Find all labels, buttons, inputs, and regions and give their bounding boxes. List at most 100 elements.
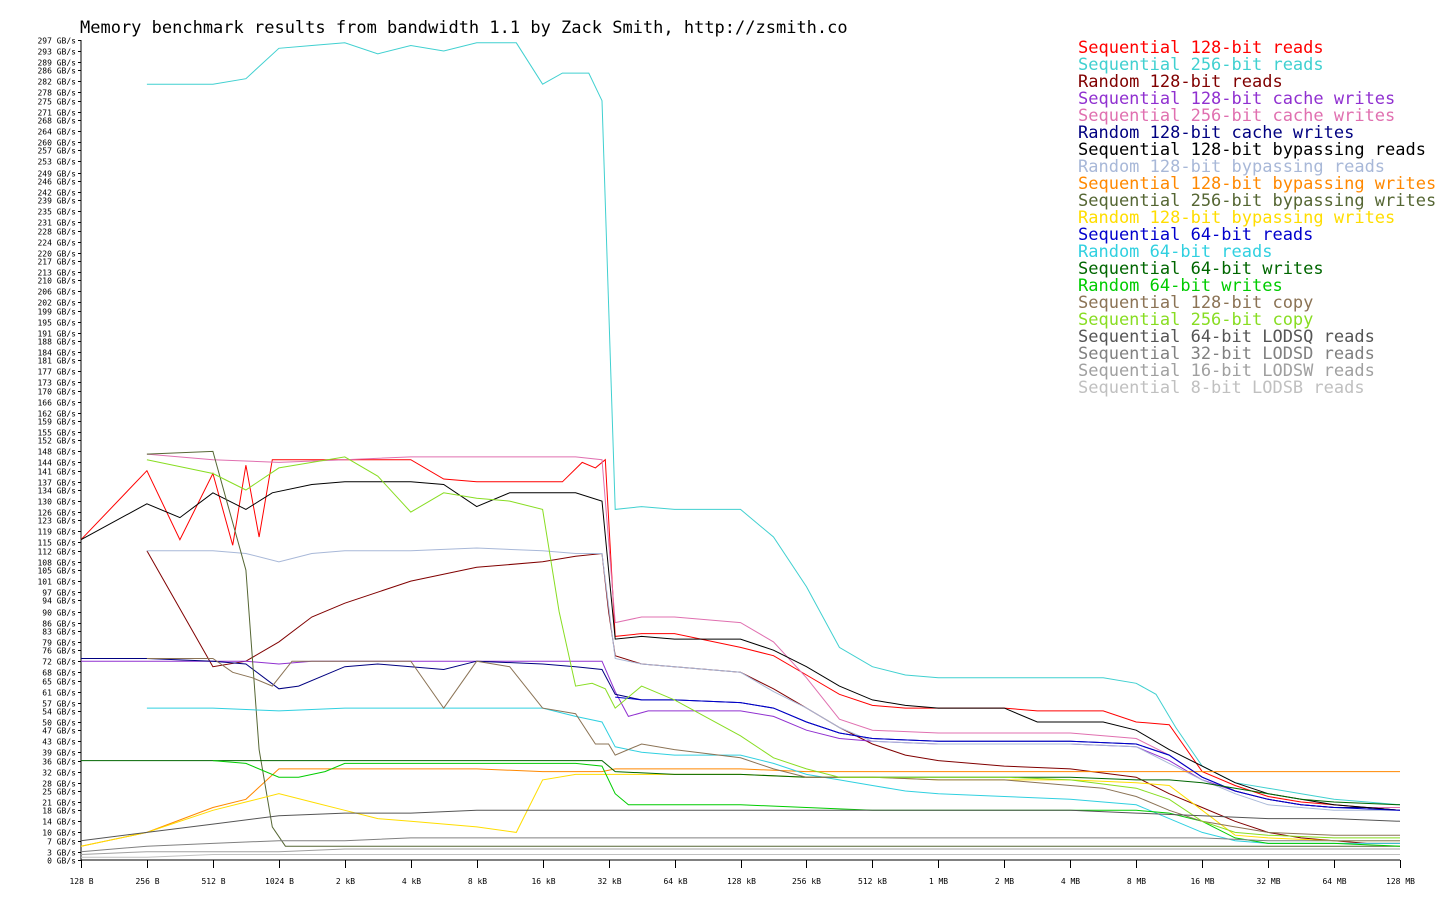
series-line	[146, 453, 1400, 808]
y-tick-label: 188 GB/s	[37, 338, 76, 347]
y-tick-label: 25 GB/s	[42, 788, 76, 797]
y-tick-label: 14 GB/s	[42, 818, 76, 827]
y-tick-label: 10 GB/s	[42, 829, 76, 838]
y-tick-label: 43 GB/s	[42, 738, 76, 747]
legend-entry: Random 128-bit bypassing reads	[1078, 157, 1385, 177]
series-line	[80, 837, 1400, 853]
y-tick-label: 148 GB/s	[37, 448, 76, 457]
legend-entry: Sequential 64-bit reads	[1078, 225, 1313, 245]
y-tick-label: 94 GB/s	[42, 597, 76, 606]
y-tick-label: 28 GB/s	[42, 780, 76, 789]
x-tick-label: 128 kB	[727, 877, 756, 886]
y-tick-label: 239 GB/s	[37, 197, 76, 206]
series-line	[146, 547, 1400, 811]
y-tick-label: 184 GB/s	[37, 349, 76, 358]
y-tick-label: 61 GB/s	[42, 689, 76, 698]
x-tick-label: 16 MB	[1190, 877, 1214, 886]
series-line	[80, 458, 1401, 811]
y-tick-label: 210 GB/s	[37, 277, 76, 286]
y-tick-label: 112 GB/s	[37, 548, 76, 557]
series-line	[146, 658, 1400, 836]
x-tick-label: 32 kB	[597, 877, 621, 886]
legend-entry: Sequential 128-bit copy	[1078, 293, 1313, 313]
y-tick-label: 257 GB/s	[37, 147, 76, 156]
y-tick-label: 47 GB/s	[42, 727, 76, 736]
y-tick-label: 177 GB/s	[37, 368, 76, 377]
series-line	[615, 696, 1401, 811]
x-tick-label: 1 MB	[929, 877, 948, 886]
legend-entry: Random 64-bit reads	[1078, 242, 1272, 262]
series-line	[81, 760, 1401, 806]
y-tick-label: 36 GB/s	[42, 758, 76, 767]
series-line	[80, 481, 1401, 811]
series-line	[146, 456, 1400, 839]
y-tick-label: 213 GB/s	[37, 269, 76, 278]
y-tick-label: 72 GB/s	[42, 658, 76, 667]
y-tick-label: 115 GB/s	[37, 539, 76, 548]
x-tick-label: 64 MB	[1322, 877, 1346, 886]
series-line	[81, 854, 1400, 858]
y-tick-label: 246 GB/s	[37, 178, 76, 187]
y-tick-label: 264 GB/s	[37, 128, 76, 137]
y-tick-label: 90 GB/s	[42, 609, 76, 618]
x-tick-label: 32 MB	[1256, 877, 1280, 886]
y-tick-label: 249 GB/s	[37, 170, 76, 179]
y-tick-label: 202 GB/s	[37, 299, 76, 308]
y-tick-label: 297 GB/s	[37, 37, 76, 46]
y-tick-label: 242 GB/s	[37, 189, 76, 198]
y-tick-label: 170 GB/s	[37, 388, 76, 397]
x-tick-label: 256 B	[135, 877, 159, 886]
y-tick-label: 7 GB/s	[47, 838, 76, 847]
x-tick-label: 16 kB	[531, 877, 555, 886]
y-tick-label: 57 GB/s	[42, 700, 76, 709]
y-tick-label: 166 GB/s	[37, 399, 76, 408]
legend-entry: Random 128-bit bypassing writes	[1078, 208, 1395, 228]
y-tick-label: 282 GB/s	[37, 78, 76, 87]
y-tick-label: 39 GB/s	[42, 749, 76, 758]
y-tick-label: 268 GB/s	[37, 117, 76, 126]
x-tick-label: 8 MB	[1127, 877, 1146, 886]
y-tick-label: 289 GB/s	[37, 59, 76, 68]
y-tick-label: 108 GB/s	[37, 559, 76, 568]
series-line	[146, 42, 1401, 806]
series-line	[146, 550, 1400, 844]
y-tick-label: 144 GB/s	[37, 459, 76, 468]
y-tick-label: 97 GB/s	[42, 589, 76, 598]
y-tick-label: 21 GB/s	[42, 799, 76, 808]
legend-entry: Sequential 256-bit bypassing writes	[1078, 191, 1436, 211]
series-line	[80, 809, 1401, 842]
x-tick-label: 256 kB	[792, 877, 821, 886]
series-line	[80, 848, 1400, 855]
x-tick-label: 1024 B	[265, 877, 294, 886]
y-tick-label: 278 GB/s	[37, 89, 76, 98]
legend-entry: Sequential 64-bit LODSQ reads	[1078, 327, 1375, 347]
y-tick-label: 181 GB/s	[37, 357, 76, 366]
y-tick-label: 68 GB/s	[42, 669, 76, 678]
x-tick-label: 8 kB	[468, 877, 487, 886]
y-tick-label: 86 GB/s	[42, 620, 76, 629]
series-line	[80, 773, 1400, 847]
chart-series	[80, 42, 1401, 858]
y-tick-label: 65 GB/s	[42, 678, 76, 687]
legend-entry: Sequential 128-bit cache writes	[1078, 89, 1395, 109]
y-tick-label: 155 GB/s	[37, 429, 76, 438]
y-tick-label: 159 GB/s	[37, 418, 76, 427]
x-tick-label: 512 kB	[858, 877, 887, 886]
x-tick-label: 4 MB	[1061, 877, 1080, 886]
y-tick-label: 162 GB/s	[37, 410, 76, 419]
y-tick-label: 260 GB/s	[37, 139, 76, 148]
legend-entry: Sequential 8-bit LODSB reads	[1078, 378, 1365, 398]
x-tick-label: 512 B	[201, 877, 225, 886]
legend-entry: Sequential 256-bit cache writes	[1078, 106, 1395, 126]
y-tick-label: 253 GB/s	[37, 158, 76, 167]
y-tick-label: 76 GB/s	[42, 647, 76, 656]
y-tick-label: 126 GB/s	[37, 509, 76, 518]
y-tick-label: 18 GB/s	[42, 807, 76, 816]
y-tick-label: 79 GB/s	[42, 639, 76, 648]
chart-axes: 0 GB/s3 GB/s7 GB/s10 GB/s14 GB/s18 GB/s2…	[37, 37, 1415, 887]
legend-entry: Sequential 256-bit copy	[1078, 310, 1313, 330]
series-line	[81, 658, 1401, 811]
y-tick-label: 101 GB/s	[37, 578, 76, 587]
series-line	[146, 450, 1400, 847]
